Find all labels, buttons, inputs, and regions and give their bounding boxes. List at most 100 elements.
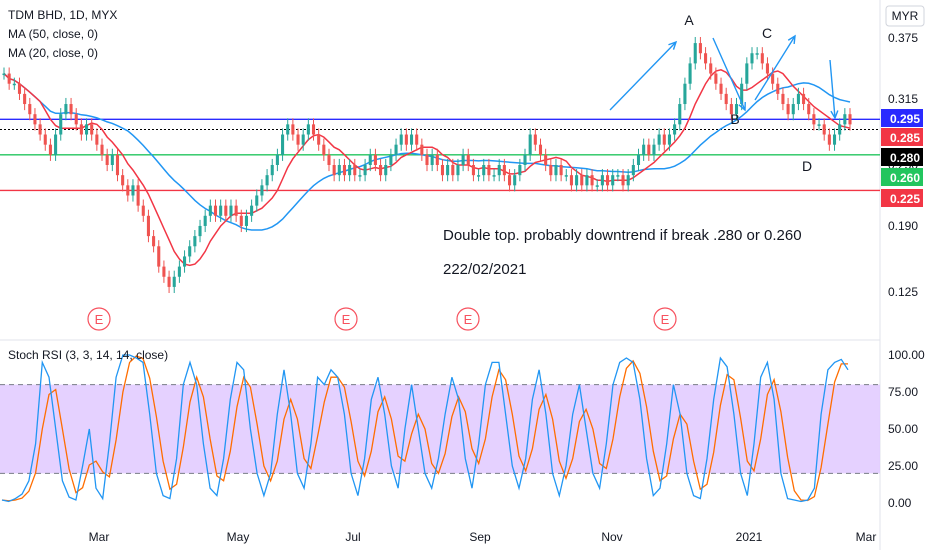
candle [554,158,558,182]
candle [291,118,295,141]
candle [162,260,166,283]
candle [611,169,615,192]
trend-arrow[interactable] [609,40,678,111]
price-tick-label: 0.375 [888,31,918,45]
candle [255,189,259,212]
price-tags: 0.295 0.285 0.280 0.260 0.225 [881,109,923,207]
time-tick-label: May [227,530,250,544]
candle [652,138,656,161]
candle [580,169,584,192]
earnings-label: E [464,312,473,327]
candle [590,169,594,192]
candle [827,128,831,151]
candle [260,179,264,202]
candle [822,118,826,141]
earnings-marker[interactable]: E [456,307,480,331]
candle [466,148,470,172]
candle [807,97,811,121]
trend-arrow[interactable] [829,59,839,120]
stoch-tick-label: 50.00 [888,422,918,436]
candle [600,169,604,192]
candle [616,169,620,182]
candle [12,77,16,90]
trend-arrow[interactable] [712,37,746,112]
candle [100,138,104,161]
candle [394,138,398,161]
candle [239,209,243,233]
candle [709,57,713,80]
candle [791,97,795,121]
candle [306,118,310,141]
candle [193,230,197,253]
trend-arrow[interactable] [754,34,796,101]
candle [585,169,589,192]
price-tick-label: 0.190 [888,219,918,233]
candle [157,240,161,273]
candle [673,118,677,141]
candle [698,36,702,60]
earnings-marker[interactable]: E [653,307,677,331]
candle [796,87,800,111]
candle [456,158,460,182]
candle [43,128,47,151]
candle [38,118,42,141]
candle [59,108,63,141]
candle [492,169,496,182]
candle [714,67,718,90]
price-tag: 0.260 [881,168,923,186]
candle [471,158,475,182]
time-tick-label: Sep [469,530,491,544]
candle [425,148,429,172]
candle [848,108,852,131]
candle [404,128,408,151]
candle [131,179,135,202]
candle [621,169,625,192]
candle [301,128,305,151]
candle [126,179,130,202]
candle [745,57,749,90]
candle [832,128,837,151]
candle [152,230,156,253]
price-tag-label: 0.285 [890,131,920,145]
price-tag-label: 0.225 [890,192,920,206]
candle [544,148,548,172]
candle [430,148,434,172]
candle [208,199,212,222]
candle [502,158,506,182]
candle [760,47,764,70]
candle [337,158,341,182]
candle [2,67,6,80]
candle [734,97,739,121]
candle [203,209,207,233]
earnings-marker[interactable]: E [334,307,358,331]
candle [146,209,150,243]
stoch-tick-label: 0.00 [888,496,912,510]
time-tick-label: 2021 [736,530,763,544]
currency-badge[interactable] [885,5,925,27]
pattern-label: C [762,25,772,41]
price-tag-label: 0.295 [890,112,920,126]
candle [678,97,682,131]
candle [595,179,599,192]
candle [373,148,377,172]
candle [64,97,68,121]
candle [172,270,176,294]
currency-label: MYR [892,9,919,23]
candle [636,148,641,172]
candle [54,128,58,161]
candle [838,118,842,141]
earnings-marker[interactable]: E [87,307,111,331]
horizontal-lines [0,118,880,192]
time-tick-label: Jul [345,530,360,544]
candle [317,128,321,151]
candle [507,169,512,192]
earnings-label: E [661,312,670,327]
price-tag: 0.280 [881,148,923,166]
candle [84,118,89,141]
stoch-rsi-pane[interactable]: 100.00 75.00 50.00 25.00 0.00 Stoch RSI (3, … [0,348,925,510]
stoch-k-line [1,354,849,503]
candle [250,199,254,222]
candle [704,47,708,70]
